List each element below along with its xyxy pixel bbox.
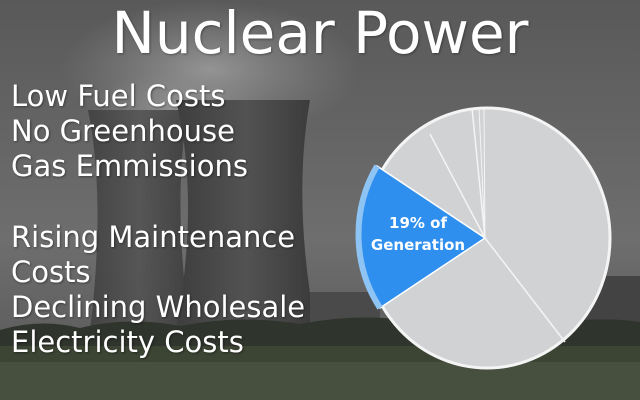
pie-separator (483, 107, 486, 239)
pro-item: Gas Emmissions (11, 149, 248, 183)
con-item: Electricity Costs (11, 325, 244, 359)
generation-pie-chart (355, 106, 612, 370)
bullet-list: Low Fuel Costs No Greenhouse Gas Emmissi… (11, 79, 305, 360)
con-item: Rising Maintenance (11, 220, 296, 254)
con-item: Declining Wholesale (11, 290, 306, 324)
slide-title: Nuclear Power (111, 0, 529, 67)
pie-slice-rim (355, 164, 383, 310)
con-item: Costs (11, 255, 91, 289)
pie-slice-label-line2: Generation (370, 236, 466, 254)
pro-item: Low Fuel Costs (11, 79, 226, 113)
pie-separator (471, 107, 486, 239)
pie-separator (478, 107, 486, 239)
pie-slice-label: 19% of Generation (356, 212, 480, 256)
pie-slice-label-line1: 19% of (389, 214, 447, 232)
pie-separator (429, 133, 486, 239)
bullet-spacer (11, 184, 305, 220)
pie-separator (484, 237, 566, 343)
pro-item: No Greenhouse (11, 114, 235, 148)
